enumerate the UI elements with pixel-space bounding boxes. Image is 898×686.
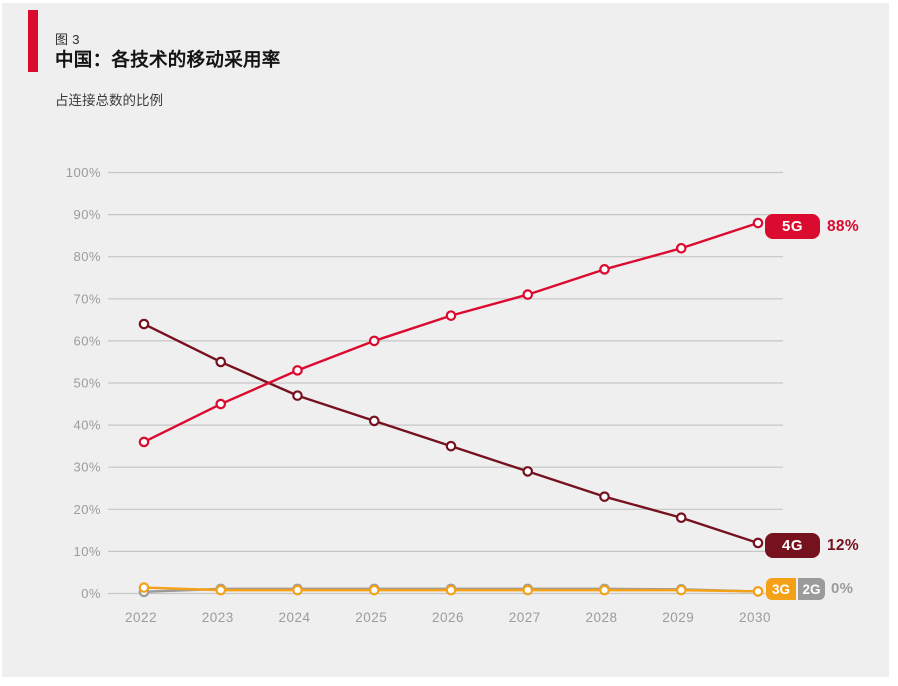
data-point-4G-2028 [599,491,610,502]
data-point-5G-2025 [368,335,380,347]
data-point-3G-2030 [752,586,764,597]
data-point-4G-2030 [752,537,764,549]
series-badge-3g: 3G [766,578,796,600]
y-tick-label: 70% [73,291,101,306]
data-point-5G-2027 [522,289,534,300]
data-point-3G-2024 [292,584,303,596]
y-tick-label: 30% [73,460,101,475]
series-badge-4g: 4G [765,533,820,558]
x-tick-label: 2028 [585,610,617,625]
y-tick-label: 0% [81,586,101,601]
data-point-5G-2023 [215,398,227,410]
y-tick-label: 50% [73,376,101,391]
x-tick-label: 2030 [739,610,771,625]
y-tick-label: 90% [73,207,101,222]
x-tick-label: 2022 [125,610,157,625]
data-point-4G-2027 [522,466,534,477]
data-point-4G-2022 [138,318,150,330]
data-point-4G-2024 [292,390,303,401]
data-point-4G-2029 [675,512,687,524]
end-value-3g-2g: 0% [831,579,854,597]
data-point-5G-2030 [752,217,764,229]
data-point-3G-2025 [368,584,380,596]
data-point-5G-2029 [675,242,687,254]
chart-panel: 图 3 中国：各技术的移动采用率 占连接总数的比例 0% 10% 20% 30% 40%… [2,3,889,677]
x-tick-label: 2027 [509,610,541,625]
y-tick-label: 40% [73,418,101,433]
data-point-3G-2022 [138,582,150,593]
data-point-5G-2028 [599,264,610,275]
data-point-4G-2023 [215,356,227,368]
data-point-5G-2026 [445,310,457,321]
data-point-3G-2029 [675,584,687,596]
series-line-5G [142,221,760,444]
y-tick-label: 100% [66,165,101,180]
figure-label: 图 3 [55,32,80,47]
figure-accent-bar [28,10,38,72]
data-point-4G-2026 [445,440,457,452]
end-value-4g: 12% [827,536,859,554]
y-tick-label: 20% [73,502,101,517]
data-point-5G-2022 [138,436,150,448]
end-value-5g: 88% [827,217,859,235]
data-point-3G-2026 [445,584,457,596]
y-tick-label: 10% [73,544,101,559]
x-tick-label: 2024 [278,610,310,625]
series-line-4G [142,322,760,545]
x-tick-label: 2023 [202,610,234,625]
x-tick-label: 2025 [355,610,387,625]
chart-subtitle: 占连接总数的比例 [55,93,163,108]
x-tick-label: 2029 [662,610,694,625]
data-point-4G-2025 [368,415,380,427]
chart-title: 中国：各技术的移动采用率 [55,49,281,70]
y-tick-label: 60% [73,333,101,348]
x-tick-label: 2026 [432,610,464,625]
data-point-3G-2027 [522,584,534,596]
y-tick-label: 80% [73,249,101,264]
series-badge-2g: 2G [798,578,825,600]
series-badge-5g: 5G [765,214,820,239]
data-point-3G-2028 [599,584,610,596]
data-point-5G-2024 [292,365,303,376]
data-point-3G-2023 [215,584,227,596]
